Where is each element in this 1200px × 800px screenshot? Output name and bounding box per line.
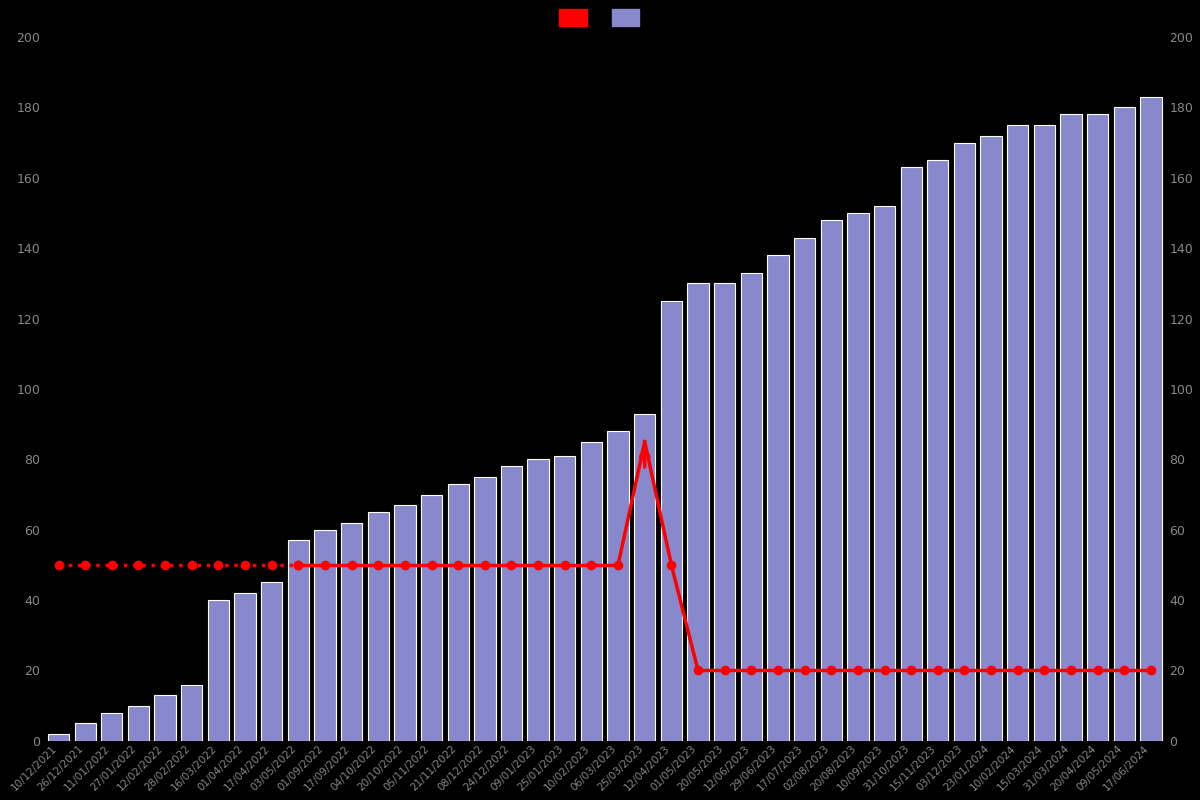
Bar — [1087, 114, 1109, 741]
Bar — [847, 213, 869, 741]
Bar — [288, 540, 308, 741]
Bar — [634, 414, 655, 741]
Bar — [101, 713, 122, 741]
Bar — [528, 459, 548, 741]
Bar — [980, 135, 1002, 741]
Bar — [900, 167, 922, 741]
Bar — [954, 142, 976, 741]
Bar — [714, 283, 736, 741]
Bar — [607, 431, 629, 741]
Bar — [395, 505, 415, 741]
Bar — [1114, 107, 1135, 741]
Bar — [794, 238, 815, 741]
Bar — [208, 600, 229, 741]
Bar — [874, 206, 895, 741]
Bar — [500, 466, 522, 741]
Bar — [581, 442, 602, 741]
Bar — [341, 522, 362, 741]
Bar — [74, 723, 96, 741]
Bar — [234, 593, 256, 741]
Bar — [127, 706, 149, 741]
Bar — [48, 734, 70, 741]
Bar — [554, 456, 576, 741]
Bar — [262, 582, 282, 741]
Bar — [928, 160, 948, 741]
Bar — [155, 695, 175, 741]
Bar — [1061, 114, 1081, 741]
Legend: , : , — [552, 2, 658, 33]
Bar — [767, 255, 788, 741]
Bar — [661, 301, 682, 741]
Bar — [740, 273, 762, 741]
Bar — [474, 477, 496, 741]
Bar — [314, 530, 336, 741]
Bar — [367, 512, 389, 741]
Bar — [421, 494, 443, 741]
Bar — [1007, 125, 1028, 741]
Bar — [688, 283, 709, 741]
Bar — [181, 685, 203, 741]
Bar — [1140, 97, 1162, 741]
Bar — [448, 484, 469, 741]
Bar — [1033, 125, 1055, 741]
Bar — [821, 220, 842, 741]
